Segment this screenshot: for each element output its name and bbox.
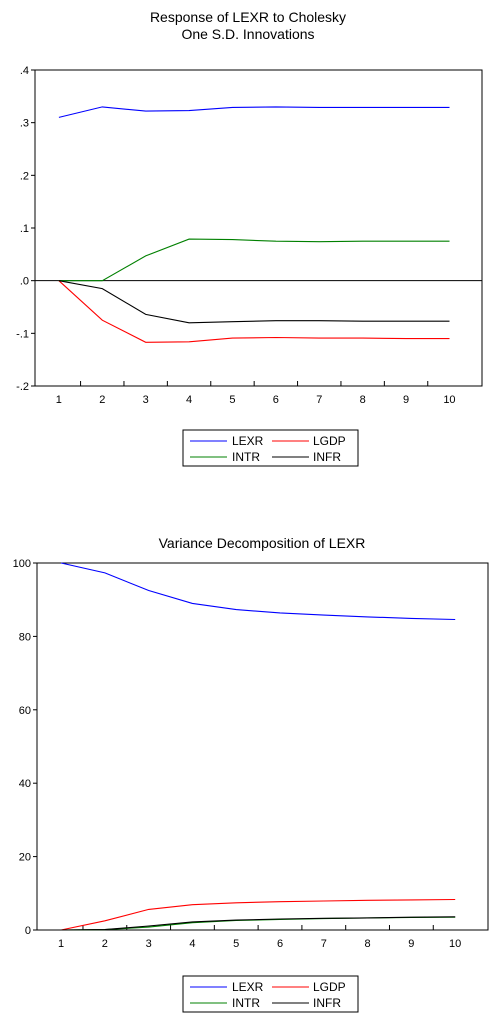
series-line-infr <box>61 916 456 931</box>
series-line-lgdp <box>58 280 450 343</box>
x-tick-label: 8 <box>360 394 366 406</box>
x-axis: 1 2 3 4 5 6 7 8 9 10 <box>56 381 456 406</box>
y-tick-label: 60 <box>19 705 31 717</box>
x-tick-label: 6 <box>277 938 283 950</box>
x-tick-label: 2 <box>99 394 105 406</box>
y-tick-label: 100 <box>13 558 31 570</box>
legend-box <box>182 429 359 467</box>
series-line-infr <box>58 280 450 324</box>
x-tick-label: 5 <box>229 394 235 406</box>
series-line-lgdp <box>60 898 456 931</box>
x-tick-label: 2 <box>102 938 108 950</box>
legend-label-intr: INTR <box>232 996 260 1010</box>
y-tick-label: 80 <box>19 631 31 643</box>
y-tick-label: -.1 <box>16 328 29 340</box>
y-tick-label: .4 <box>20 65 29 77</box>
x-tick-label: 7 <box>321 938 327 950</box>
x-tick-label: 9 <box>403 394 409 406</box>
series-line-intr <box>58 238 450 282</box>
y-tick-label: -.2 <box>16 381 29 393</box>
series-line-lexr <box>58 106 450 118</box>
legend-label-lexr: LEXR <box>232 434 264 448</box>
x-tick-label: 1 <box>58 938 64 950</box>
legend-label-intr: INTR <box>232 450 260 464</box>
x-tick-label: 5 <box>233 938 239 950</box>
y-tick-label: 40 <box>19 778 31 790</box>
legend-box <box>182 975 359 1013</box>
legend-label-lgdp: LGDP <box>313 980 346 994</box>
plot-frame <box>36 562 489 931</box>
variance-decomposition-chart: Variance Decomposition of LEXR 100806040… <box>13 535 489 1013</box>
chart-subtitle: One S.D. Innovations <box>181 26 314 42</box>
y-axis: 100 80 60 40 20 0 <box>13 558 37 937</box>
y-tick-label: .0 <box>20 276 29 288</box>
x-tick-label: 4 <box>186 394 192 406</box>
x-tick-label: 1 <box>56 394 62 406</box>
y-axis: .4 .3 .2 .1 .0 -.1 -.2 <box>16 65 482 393</box>
x-tick-label: 6 <box>273 394 279 406</box>
series-lines <box>60 562 456 931</box>
chart-title: Response of LEXR to Cholesky <box>150 9 346 25</box>
y-tick-label: .1 <box>20 223 29 235</box>
x-axis: 1 2 3 4 5 6 7 8 9 10 <box>58 925 461 950</box>
legend: LEXR LGDP INTR INFR <box>182 975 359 1013</box>
chart-title: Variance Decomposition of LEXR <box>159 535 366 551</box>
legend: LEXR LGDP INTR INFR <box>182 429 359 467</box>
x-tick-label: 9 <box>408 938 414 950</box>
legend-label-infr: INFR <box>313 996 341 1010</box>
y-tick-label: .2 <box>20 170 29 182</box>
x-tick-label: 3 <box>146 938 152 950</box>
series-line-lexr <box>60 562 456 621</box>
legend-label-infr: INFR <box>313 450 341 464</box>
x-tick-label: 10 <box>443 394 455 406</box>
impulse-response-chart: Response of LEXR to Cholesky One S.D. In… <box>16 9 483 467</box>
legend-label-lgdp: LGDP <box>313 434 346 448</box>
legend-label-lexr: LEXR <box>232 980 264 994</box>
x-tick-label: 8 <box>365 938 371 950</box>
x-tick-label: 4 <box>189 938 195 950</box>
x-tick-label: 3 <box>143 394 149 406</box>
x-tick-label: 10 <box>449 938 461 950</box>
x-tick-label: 7 <box>316 394 322 406</box>
series-lines <box>58 106 450 343</box>
y-tick-label: .3 <box>20 118 29 130</box>
y-tick-label: 20 <box>19 852 31 864</box>
y-tick-label: 0 <box>25 925 31 937</box>
